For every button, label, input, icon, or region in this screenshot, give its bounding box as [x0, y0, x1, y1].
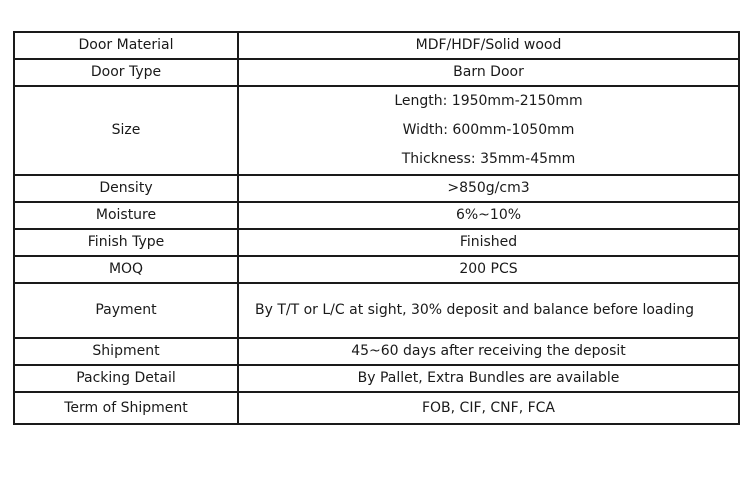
table-row-moq: MOQ 200 PCS	[13, 255, 740, 284]
table-row-payment: Payment By T/T or L/C at sight, 30% depo…	[13, 282, 740, 339]
row-value: FOB, CIF, CNF, FCA	[237, 391, 740, 425]
table-row-finish-type: Finish Type Finished	[13, 228, 740, 257]
table-row-term-of-shipment: Term of Shipment FOB, CIF, CNF, FCA	[13, 391, 740, 425]
row-label: Moisture	[13, 201, 239, 230]
row-value: MDF/HDF/Solid wood	[237, 31, 740, 60]
size-line-width: Width: 600mm-1050mm	[402, 122, 575, 138]
row-value: 6%~10%	[237, 201, 740, 230]
row-value: Barn Door	[237, 58, 740, 87]
table-row-door-type: Door Type Barn Door	[13, 58, 740, 87]
row-label: Shipment	[13, 337, 239, 366]
row-label: MOQ	[13, 255, 239, 284]
row-value: >850g/cm3	[237, 174, 740, 203]
table-row-size: Size Length: 1950mm-2150mm Width: 600mm-…	[13, 85, 740, 176]
row-label: Finish Type	[13, 228, 239, 257]
table-row-density: Density >850g/cm3	[13, 174, 740, 203]
row-value: By Pallet, Extra Bundles are available	[237, 364, 740, 393]
payment-text: By T/T or L/C at sight, 30% deposit and …	[255, 302, 695, 318]
row-value: 45~60 days after receiving the deposit	[237, 337, 740, 366]
row-value: Finished	[237, 228, 740, 257]
row-label: Density	[13, 174, 239, 203]
table-row-door-material: Door Material MDF/HDF/Solid wood	[13, 31, 740, 60]
row-label: Size	[13, 85, 239, 176]
size-line-length: Length: 1950mm-2150mm	[394, 93, 583, 109]
row-label: Packing Detail	[13, 364, 239, 393]
row-label: Term of Shipment	[13, 391, 239, 425]
row-label: Door Type	[13, 58, 239, 87]
size-line-thickness: Thickness: 35mm-45mm	[401, 151, 576, 167]
table-row-packing-detail: Packing Detail By Pallet, Extra Bundles …	[13, 364, 740, 393]
row-label: Door Material	[13, 31, 239, 60]
row-value: By T/T or L/C at sight, 30% deposit and …	[237, 282, 740, 339]
spec-table: Door Material MDF/HDF/Solid wood Door Ty…	[13, 31, 740, 425]
table-row-moisture: Moisture 6%~10%	[13, 201, 740, 230]
row-value: 200 PCS	[237, 255, 740, 284]
table-row-shipment: Shipment 45~60 days after receiving the …	[13, 337, 740, 366]
row-label: Payment	[13, 282, 239, 339]
row-value: Length: 1950mm-2150mm Width: 600mm-1050m…	[237, 85, 740, 176]
